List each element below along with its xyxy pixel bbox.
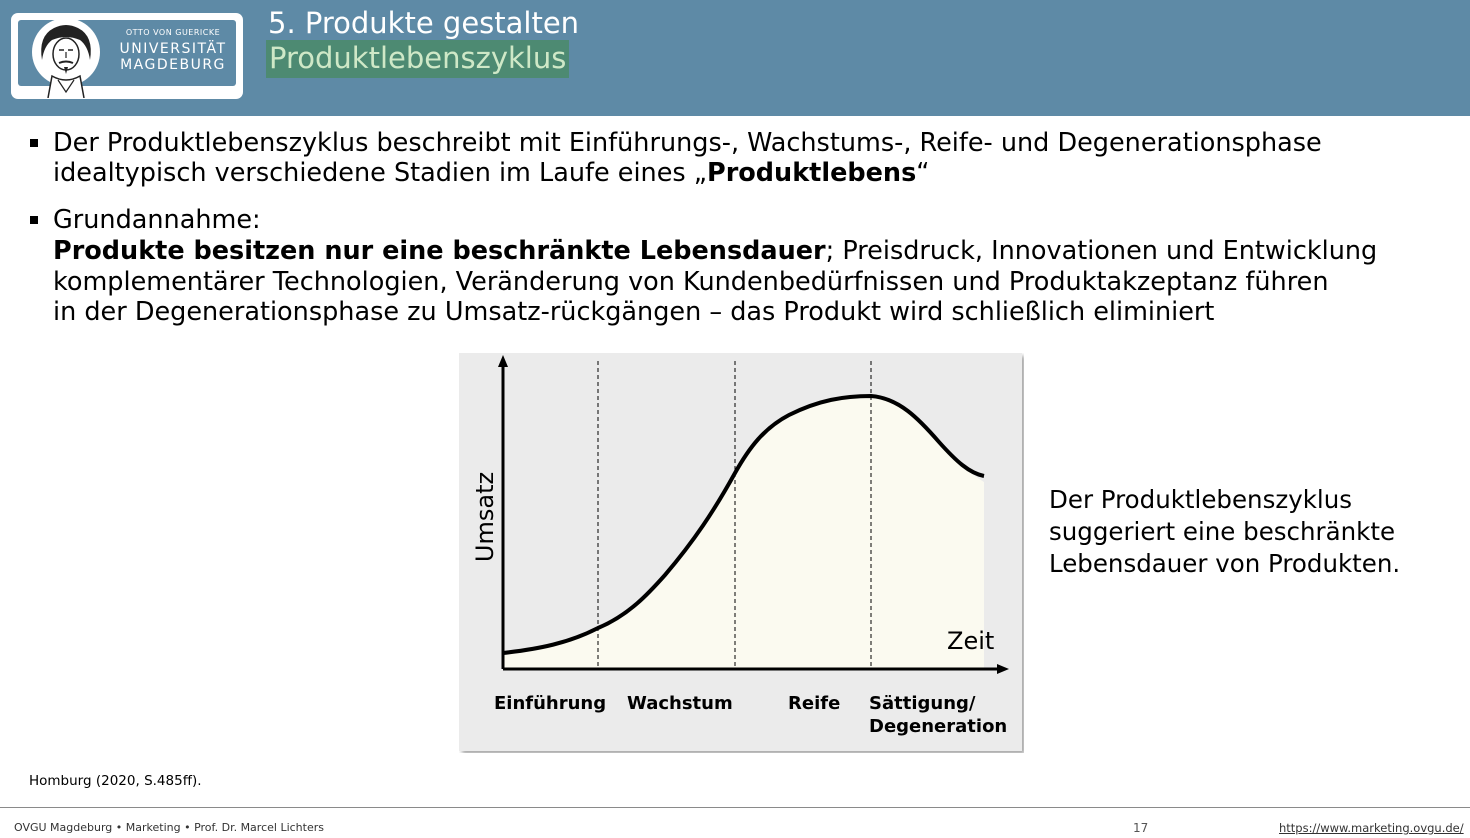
page-title: 5. Produkte gestalten [268, 6, 580, 40]
bullet-1-closing-quote: “ [916, 158, 930, 188]
logo-background: OTTO VON GUERICKE UNIVERSITÄT MAGDEBURG [18, 18, 236, 98]
x-axis-label: Zeit [947, 627, 994, 655]
bullet-2-line-4: in der Degenerationsphase zu Umsatz-rück… [53, 297, 1215, 327]
y-axis-label: Umsatz [471, 472, 499, 562]
page-number: 17 [1133, 821, 1149, 835]
footer-url-link[interactable]: https://www.marketing.ovgu.de/ [1279, 821, 1464, 835]
y-axis-arrow [498, 355, 508, 367]
guericke-portrait-icon [32, 18, 100, 98]
caption-line-1: Der Produktlebenszyklus [1049, 485, 1352, 514]
bullet-2-text: ; Preisdruck, Innovationen und Entwicklu… [825, 236, 1378, 266]
phase-label-reife: Reife [788, 693, 840, 714]
page-subtitle: Produktlebenszyklus [266, 40, 570, 78]
source-citation: Homburg (2020, S.485ff). [29, 773, 202, 789]
university-logo[interactable]: OTTO VON GUERICKE UNIVERSITÄT MAGDEBURG [11, 13, 243, 99]
diagram-caption: Der Produktlebenszyklus suggeriert eine … [1049, 484, 1400, 580]
header-bar: OTTO VON GUERICKE UNIVERSITÄT MAGDEBURG … [0, 0, 1470, 116]
phase-label-saettigung: Sättigung/ [869, 693, 976, 714]
caption-line-3: Lebensdauer von Produkten. [1049, 549, 1401, 578]
bullet-1-emphasis: Produktlebens [707, 158, 917, 188]
lifecycle-curve [502, 393, 985, 655]
bullet-2-line-2: Produkte besitzen nur eine beschränkte L… [53, 236, 1377, 267]
logo-text-magdeburg: MAGDEBURG [120, 57, 226, 73]
phase-label-wachstum: Wachstum [627, 693, 733, 714]
phase-label-einfuehrung: Einführung [494, 693, 606, 714]
bullet-2-line-1: Grundannahme: [53, 205, 261, 235]
bullet-2-emphasis: Produkte besitzen nur eine beschränkte L… [53, 236, 826, 266]
logo-small-text: OTTO VON GUERICKE [125, 28, 221, 37]
lifecycle-area [503, 396, 984, 669]
bullet-1-line-1: Der Produktlebenszyklus beschreibt mit E… [53, 128, 1322, 158]
product-lifecycle-diagram: Umsatz Zeit Einführung Wachstum Reife Sä… [459, 353, 1022, 751]
bullet-1-line-2: idealtypisch verschiedene Stadien im Lau… [53, 158, 929, 189]
logo-text-universitaet: UNIVERSITÄT [119, 41, 227, 57]
phase-label-degeneration: Degeneration [869, 716, 1007, 737]
bullet-marker [30, 216, 38, 224]
x-axis-arrow [997, 664, 1009, 674]
bullet-1-text: idealtypisch verschiedene Stadien im Lau… [53, 158, 707, 188]
bullet-marker [30, 139, 38, 147]
caption-line-2: suggeriert eine beschränkte [1049, 517, 1396, 546]
bullet-2-line-3: komplementärer Technologien, Veränderung… [53, 267, 1329, 297]
footer-credits: OVGU Magdeburg • Marketing • Prof. Dr. M… [14, 821, 324, 834]
footer-divider [0, 807, 1470, 808]
